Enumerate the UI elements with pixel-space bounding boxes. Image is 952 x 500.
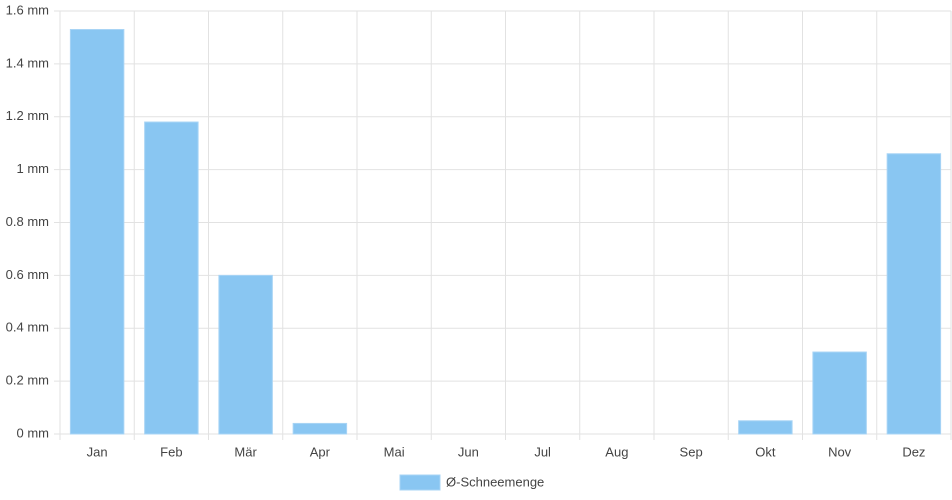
bar	[69, 29, 125, 435]
x-tick-label: Dez	[902, 444, 925, 459]
x-tick-label: Jul	[534, 444, 551, 459]
x-tick-label: Mär	[234, 444, 257, 459]
y-tick-label: 1 mm	[17, 161, 50, 176]
bar	[144, 121, 199, 435]
x-tick-label: Okt	[755, 444, 776, 459]
y-tick-label: 0.2 mm	[6, 373, 49, 388]
legend-swatch	[399, 474, 441, 491]
x-tick-label: Mai	[384, 444, 405, 459]
bar	[738, 420, 793, 435]
y-tick-label: 0.8 mm	[6, 214, 49, 229]
bar	[292, 422, 348, 435]
y-tick-label: 1.2 mm	[6, 108, 49, 123]
bar	[218, 274, 273, 435]
y-tick-label: 0.4 mm	[6, 320, 49, 335]
x-tick-label: Aug	[605, 444, 628, 459]
y-tick-label: 0 mm	[17, 425, 50, 440]
x-tick-label: Jan	[87, 444, 108, 459]
x-tick-label: Apr	[310, 444, 331, 459]
x-tick-label: Feb	[160, 444, 182, 459]
x-tick-label: Sep	[680, 444, 703, 459]
legend-label: Ø-Schneemenge	[446, 474, 544, 489]
x-tick-label: Nov	[828, 444, 852, 459]
x-tick-label: Jun	[458, 444, 479, 459]
y-tick-label: 1.4 mm	[6, 55, 49, 70]
bar	[812, 351, 867, 435]
y-tick-label: 1.6 mm	[6, 2, 49, 17]
y-tick-label: 0.6 mm	[6, 267, 49, 282]
bar	[886, 153, 942, 435]
